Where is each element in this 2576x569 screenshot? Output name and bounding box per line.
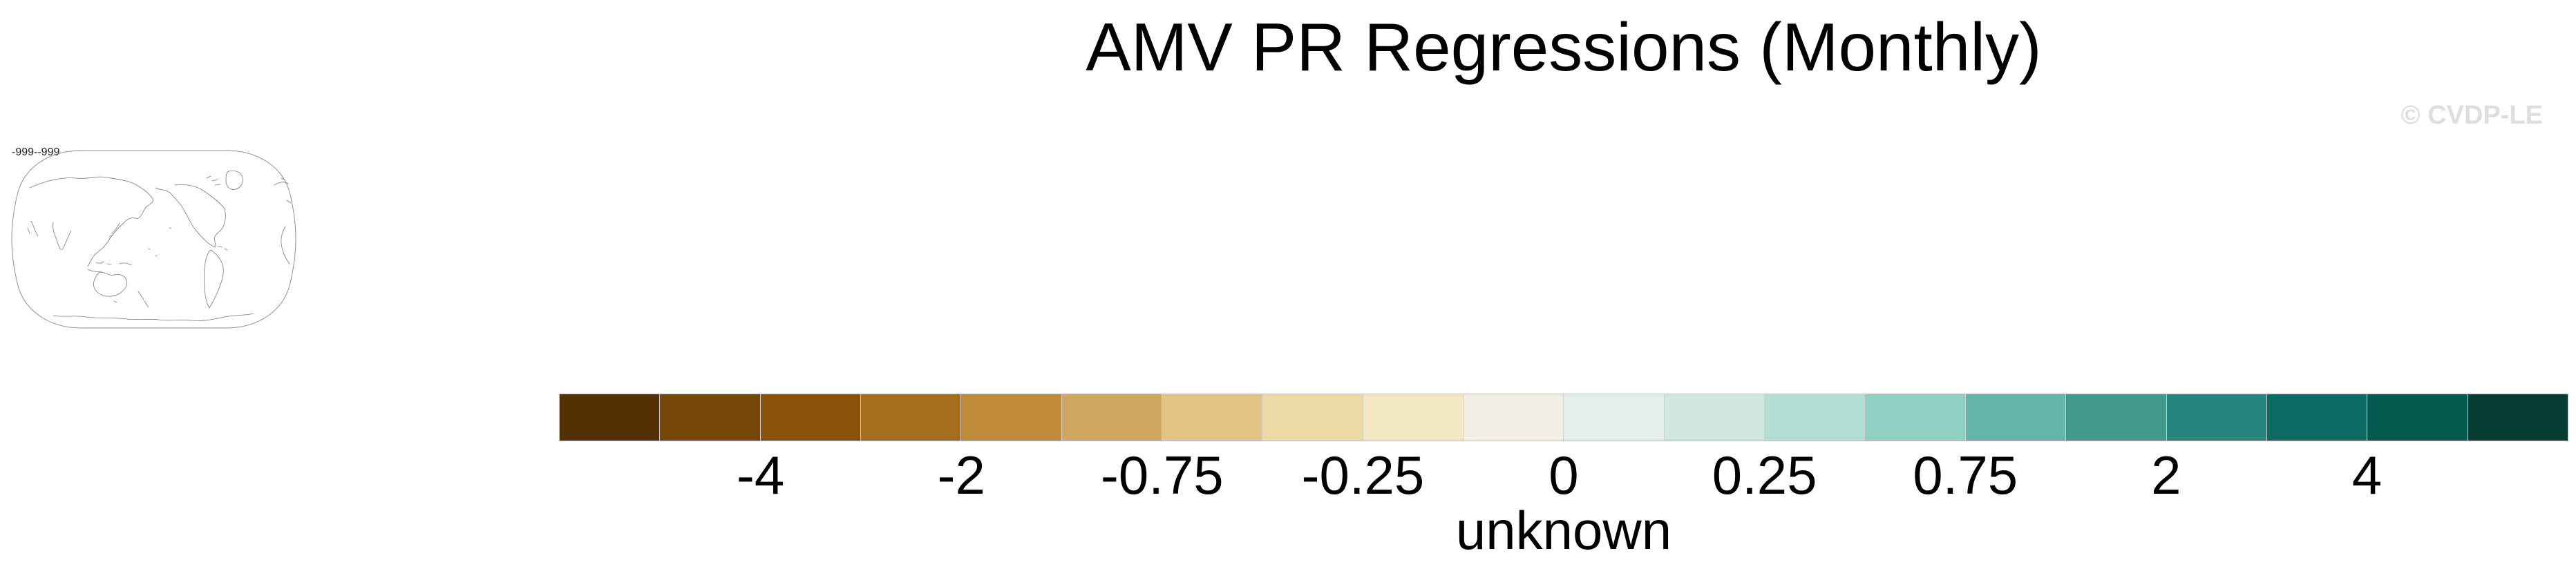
colorbar-tick-label: -0.75 (1100, 445, 1224, 505)
colorbar-tick-label: 0.25 (1712, 445, 1817, 505)
colorbar-segment (1262, 394, 1363, 441)
colorbar-segment (759, 394, 861, 441)
colorbar-segment (1964, 394, 2066, 441)
colorbar-segment (960, 394, 1061, 441)
colorbar-segment (1563, 394, 1664, 441)
colorbar-ticks: -4 -2 -0.75 -0.25 0 0.25 0.75 2 4 (560, 448, 2568, 507)
colorbar-segment (2467, 394, 2568, 441)
colorbar-segment (1764, 394, 1865, 441)
colorbar-segment (560, 394, 660, 441)
colorbar-tick-label: 0 (1549, 445, 1579, 505)
colorbar-segment (860, 394, 961, 441)
colorbar-segment (659, 394, 760, 441)
colorbar-segment (2065, 394, 2166, 441)
world-coastline-map-icon (11, 150, 296, 329)
colorbar-segment (1061, 394, 1162, 441)
colorbar-segment (1663, 394, 1765, 441)
colorbar-segment (1864, 394, 1965, 441)
map-inset-range-label: -999--999 (12, 146, 60, 158)
colorbar-tick-label: -4 (736, 445, 785, 505)
colorbar-segment (2367, 394, 2468, 441)
colorbar-tick-label: -0.25 (1301, 445, 1425, 505)
colorbar-segment (1162, 394, 1262, 441)
colorbar-tick-label: 2 (2151, 445, 2181, 505)
colorbar-segment (2166, 394, 2266, 441)
figure-title: AMV PR Regressions (Monthly) (1086, 9, 2042, 85)
colorbar-segment (1362, 394, 1464, 441)
colorbar-tick-label: 0.75 (1913, 445, 2018, 505)
colorbar-segment (2266, 394, 2367, 441)
colorbar-segment (1463, 394, 1564, 441)
cvdp-le-watermark: © CVDP-LE (2400, 101, 2543, 130)
colorbar-unit-label: unknown (1455, 500, 1672, 561)
colorbar (559, 394, 2568, 441)
colorbar-tick-label: 4 (2351, 445, 2383, 505)
colorbar-tick-label: -2 (937, 445, 985, 505)
